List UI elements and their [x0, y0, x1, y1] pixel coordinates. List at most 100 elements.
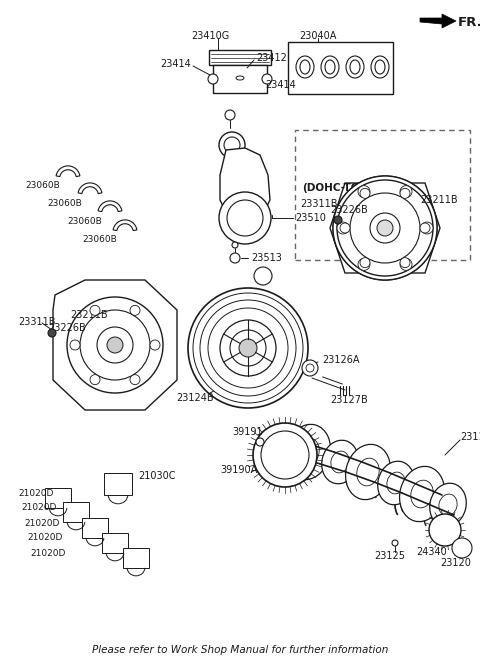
- Ellipse shape: [375, 60, 385, 74]
- Ellipse shape: [430, 483, 466, 527]
- Text: 23126A: 23126A: [322, 355, 360, 365]
- Circle shape: [107, 337, 123, 353]
- Circle shape: [70, 340, 80, 350]
- Circle shape: [421, 222, 433, 234]
- Text: 23226B: 23226B: [48, 323, 86, 333]
- Circle shape: [347, 190, 423, 266]
- Ellipse shape: [357, 458, 379, 486]
- Text: 23410G: 23410G: [191, 31, 229, 41]
- Bar: [46, 488, 71, 508]
- Ellipse shape: [346, 444, 390, 500]
- Ellipse shape: [286, 424, 330, 480]
- Circle shape: [80, 310, 150, 380]
- Ellipse shape: [300, 60, 310, 74]
- Circle shape: [130, 305, 140, 315]
- Polygon shape: [113, 220, 137, 230]
- Text: 21030C: 21030C: [138, 471, 176, 481]
- Circle shape: [193, 293, 303, 403]
- Bar: [104, 473, 132, 495]
- Circle shape: [225, 110, 235, 120]
- Circle shape: [150, 340, 160, 350]
- Polygon shape: [420, 14, 456, 28]
- Text: 21020D: 21020D: [18, 489, 53, 498]
- Circle shape: [188, 288, 308, 408]
- Circle shape: [227, 200, 263, 236]
- Ellipse shape: [378, 461, 414, 504]
- Circle shape: [400, 258, 412, 270]
- Bar: [209, 50, 271, 65]
- Circle shape: [220, 320, 276, 376]
- Ellipse shape: [321, 56, 339, 78]
- Ellipse shape: [350, 60, 360, 74]
- Circle shape: [230, 253, 240, 263]
- Circle shape: [306, 364, 314, 372]
- Circle shape: [90, 305, 100, 315]
- Ellipse shape: [297, 438, 319, 466]
- Circle shape: [360, 258, 370, 267]
- Bar: [123, 548, 149, 568]
- Circle shape: [253, 423, 317, 487]
- Circle shape: [97, 327, 133, 363]
- Circle shape: [400, 185, 412, 198]
- Circle shape: [452, 538, 472, 558]
- Text: (DOHC-TCI/GDI): (DOHC-TCI/GDI): [302, 183, 392, 193]
- Text: FR.: FR.: [458, 17, 480, 30]
- FancyBboxPatch shape: [295, 130, 470, 260]
- Text: 24340: 24340: [417, 547, 447, 557]
- Text: 23060B: 23060B: [47, 199, 82, 207]
- Circle shape: [262, 74, 272, 84]
- Text: 23040A: 23040A: [300, 31, 336, 41]
- Circle shape: [370, 213, 400, 243]
- Polygon shape: [78, 183, 102, 193]
- Text: 23412: 23412: [256, 53, 287, 63]
- Circle shape: [369, 212, 401, 244]
- Text: 39191: 39191: [233, 427, 264, 437]
- Circle shape: [360, 189, 370, 199]
- Text: 23124B: 23124B: [176, 393, 214, 403]
- Ellipse shape: [371, 56, 389, 78]
- Circle shape: [219, 132, 245, 158]
- Polygon shape: [330, 183, 440, 273]
- Circle shape: [400, 258, 410, 267]
- Text: 23060B: 23060B: [67, 216, 102, 226]
- Ellipse shape: [325, 60, 335, 74]
- Circle shape: [219, 192, 271, 244]
- Circle shape: [420, 223, 430, 233]
- Bar: [83, 518, 108, 538]
- Text: 23510: 23510: [295, 213, 326, 223]
- Polygon shape: [53, 280, 177, 410]
- Ellipse shape: [411, 480, 433, 508]
- Text: 23311B: 23311B: [18, 317, 56, 327]
- Text: Please refer to Work Shop Manual for further information: Please refer to Work Shop Manual for fur…: [92, 645, 388, 655]
- Text: A: A: [260, 271, 266, 281]
- Circle shape: [256, 438, 264, 446]
- Circle shape: [67, 297, 163, 393]
- Circle shape: [429, 514, 461, 546]
- Circle shape: [232, 242, 238, 248]
- Ellipse shape: [296, 56, 314, 78]
- Text: 21020D: 21020D: [30, 549, 65, 557]
- Circle shape: [340, 223, 350, 233]
- Circle shape: [302, 360, 318, 376]
- Circle shape: [48, 329, 56, 337]
- Bar: [63, 502, 89, 522]
- Text: A: A: [459, 543, 465, 553]
- Text: 23060B: 23060B: [82, 236, 117, 244]
- Text: 23211B: 23211B: [70, 310, 108, 320]
- Text: 23414: 23414: [265, 80, 296, 90]
- Text: 23120: 23120: [441, 558, 471, 568]
- Ellipse shape: [399, 466, 444, 522]
- Ellipse shape: [236, 76, 244, 80]
- Text: 39190A: 39190A: [221, 465, 258, 475]
- Circle shape: [350, 193, 420, 263]
- Text: 23414: 23414: [160, 59, 191, 69]
- Circle shape: [90, 375, 100, 385]
- Ellipse shape: [346, 56, 364, 78]
- Ellipse shape: [387, 472, 405, 494]
- Text: 23125: 23125: [374, 551, 406, 561]
- Circle shape: [200, 300, 296, 396]
- Text: 21020D: 21020D: [21, 502, 56, 512]
- Circle shape: [130, 375, 140, 385]
- Circle shape: [333, 176, 437, 280]
- Circle shape: [358, 258, 370, 270]
